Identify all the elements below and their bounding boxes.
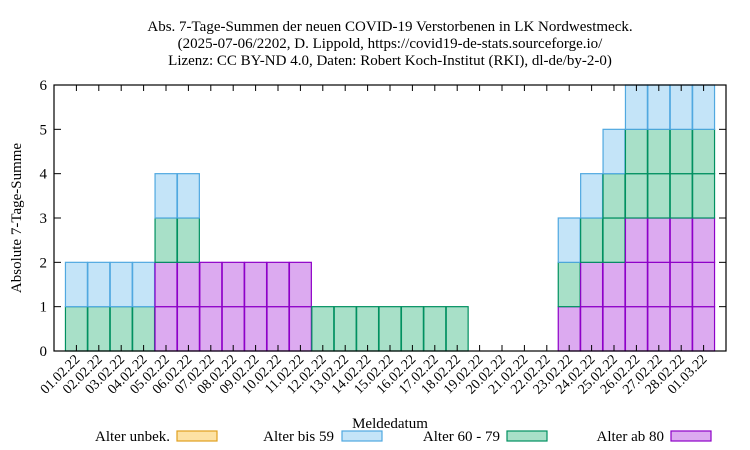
bar-segment — [64, 306, 88, 352]
bar-segment — [602, 306, 626, 352]
bar-segment — [692, 173, 716, 219]
bar-segment — [557, 306, 581, 352]
bar-segment — [580, 306, 604, 352]
bar-segment — [288, 306, 312, 352]
bar-segment — [647, 84, 671, 130]
title-line-2: (2025-07-06/2202, D. Lippold, https://co… — [178, 36, 603, 52]
bar-segment — [647, 306, 671, 352]
bar-segment — [580, 261, 604, 308]
bar-segment — [244, 261, 268, 308]
bar-segment — [400, 306, 424, 352]
bar-segment — [602, 261, 626, 308]
bar-segment — [154, 217, 178, 263]
chart-title: Abs. 7-Tage-Summen der neuen COVID-19 Ve… — [147, 19, 632, 69]
y-tick-label: 1 — [40, 300, 48, 316]
bar-segment — [557, 217, 581, 263]
bar-segment — [557, 261, 581, 308]
y-axis: 0 1 2 3 4 5 6 — [40, 78, 726, 360]
bar-segment — [669, 128, 693, 175]
bar-segment — [266, 261, 290, 308]
bar-segment — [602, 128, 626, 175]
bar-segment — [244, 306, 268, 352]
bar-segment — [176, 261, 200, 308]
bar-segment — [87, 306, 111, 352]
bar-segment — [154, 306, 178, 352]
legend-label: Alter ab 80 — [597, 429, 664, 445]
title-line-1: Abs. 7-Tage-Summen der neuen COVID-19 Ve… — [147, 19, 632, 35]
y-tick-label: 3 — [40, 211, 48, 227]
plot-frame — [53, 84, 727, 352]
bar-segment — [647, 217, 671, 263]
bar-segment — [669, 84, 693, 130]
bar-segment — [176, 306, 200, 352]
bar-segment — [378, 306, 402, 352]
legend-swatch — [506, 430, 548, 442]
bar-segment — [602, 217, 626, 263]
bar-segment — [624, 84, 648, 130]
bar-segment — [64, 261, 88, 308]
bars-layer — [64, 84, 716, 352]
bar-segment — [154, 173, 178, 219]
bar-segment — [221, 306, 245, 352]
legend-label: Alter 60 - 79 — [423, 429, 500, 445]
bar-segment — [356, 306, 380, 352]
bar-segment — [154, 261, 178, 308]
y-tick-label: 5 — [40, 122, 48, 138]
bar-segment — [132, 306, 156, 352]
bar-segment — [647, 173, 671, 219]
bar-segment — [311, 306, 335, 352]
bar-segment — [266, 306, 290, 352]
bar-segment — [87, 261, 111, 308]
bar-segment — [692, 217, 716, 263]
bar-segment — [647, 128, 671, 175]
bar-segment — [199, 306, 223, 352]
bar-segment — [692, 261, 716, 308]
legend-swatch — [670, 430, 712, 442]
bar-segment — [624, 173, 648, 219]
bar-segment — [580, 173, 604, 219]
bar-segment — [692, 128, 716, 175]
y-tick-label: 2 — [40, 255, 48, 271]
bar-segment — [132, 261, 156, 308]
y-tick-label: 0 — [40, 344, 48, 360]
y-tick-label: 6 — [40, 78, 48, 94]
x-axis-label: Meldedatum — [352, 416, 428, 432]
bar-segment — [109, 306, 133, 352]
bar-segment — [624, 306, 648, 352]
bar-segment — [669, 173, 693, 219]
bar-segment — [669, 306, 693, 352]
bar-segment — [221, 261, 245, 308]
bar-segment — [288, 261, 312, 308]
y-tick-label: 4 — [40, 167, 48, 183]
bar-segment — [624, 128, 648, 175]
bar-segment — [109, 261, 133, 308]
legend-swatch — [341, 430, 383, 442]
bar-segment — [199, 261, 223, 308]
legend: Alter unbek. Alter bis 59 Alter 60 - 79 Alt… — [95, 429, 712, 445]
bar-segment — [692, 84, 716, 130]
bar-segment — [624, 217, 648, 263]
bar-segment — [692, 306, 716, 352]
bar-segment — [176, 173, 200, 219]
bar-segment — [647, 261, 671, 308]
bar-segment — [580, 217, 604, 263]
bar-segment — [333, 306, 357, 352]
y-axis-label: Absolute 7-Tage-Summe — [9, 143, 25, 294]
bar-segment — [423, 306, 447, 352]
bar-segment — [176, 217, 200, 263]
title-line-3: Lizenz: CC BY-ND 4.0, Daten: Robert Koch… — [168, 53, 612, 69]
legend-swatch — [176, 430, 218, 442]
bar-segment — [602, 173, 626, 219]
bar-segment — [445, 306, 469, 352]
legend-label: Alter unbek. — [95, 429, 170, 445]
bar-segment — [624, 261, 648, 308]
bar-segment — [669, 217, 693, 263]
legend-label: Alter bis 59 — [263, 429, 334, 445]
bar-segment — [669, 261, 693, 308]
